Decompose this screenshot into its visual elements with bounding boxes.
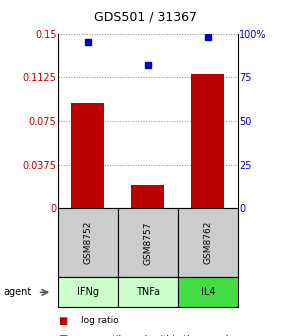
Text: agent: agent [3, 287, 31, 297]
Text: ■: ■ [58, 316, 67, 326]
Text: IL4: IL4 [201, 287, 215, 297]
Bar [178, 277, 238, 307]
Text: GSM8757: GSM8757 [143, 221, 153, 264]
Bar [58, 208, 118, 277]
Bar [71, 103, 104, 208]
Text: log ratio: log ratio [81, 317, 119, 325]
Bar [178, 208, 238, 277]
Text: percentile rank within the sample: percentile rank within the sample [81, 335, 234, 336]
Bar [118, 208, 178, 277]
Bar [191, 74, 224, 208]
Bar [118, 277, 178, 307]
Text: GSM8752: GSM8752 [84, 221, 93, 264]
Text: GSM8762: GSM8762 [203, 221, 212, 264]
Text: GDS501 / 31367: GDS501 / 31367 [93, 10, 197, 23]
Bar [131, 185, 164, 208]
Text: IFNg: IFNg [77, 287, 99, 297]
Bar [58, 277, 118, 307]
Text: ■: ■ [58, 334, 67, 336]
Text: TNFa: TNFa [136, 287, 160, 297]
